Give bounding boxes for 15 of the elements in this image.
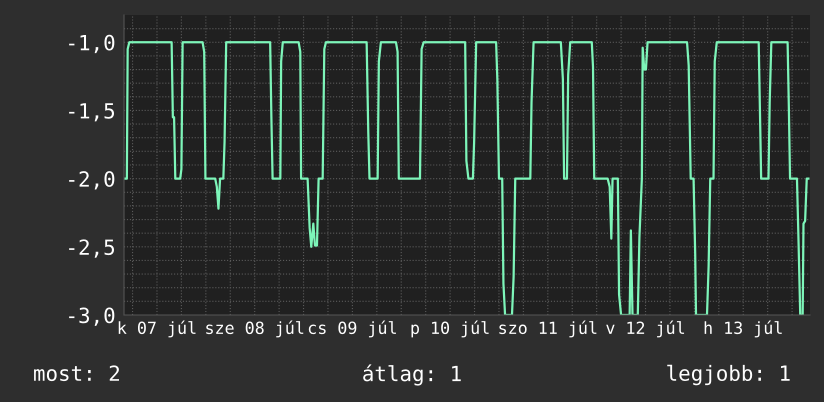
x-tick-label: cs 09 júl bbox=[308, 320, 396, 338]
y-tick-label: -2,5 bbox=[69, 239, 114, 258]
x-tick-label: k 07 júl bbox=[118, 320, 196, 338]
x-tick-label: p 10 júl bbox=[412, 320, 489, 338]
x-tick-label: h 13 júl bbox=[704, 320, 782, 338]
y-tick-label: -1,0 bbox=[69, 34, 114, 54]
text: legjobb: 1 bbox=[667, 364, 790, 386]
text: most: 2 bbox=[34, 365, 119, 382]
y-tick-label: -2,0 bbox=[69, 171, 114, 190]
y-tick-label: -1,5 bbox=[69, 103, 114, 122]
x-tick-label: v 12 júl bbox=[606, 320, 684, 338]
x-tick-label: szo 11 júl bbox=[499, 320, 596, 338]
x-tick-label: sze 08 júl bbox=[206, 320, 304, 338]
y-tick-label: -3,0 bbox=[69, 308, 114, 326]
text: átlag: 1 bbox=[363, 364, 461, 386]
